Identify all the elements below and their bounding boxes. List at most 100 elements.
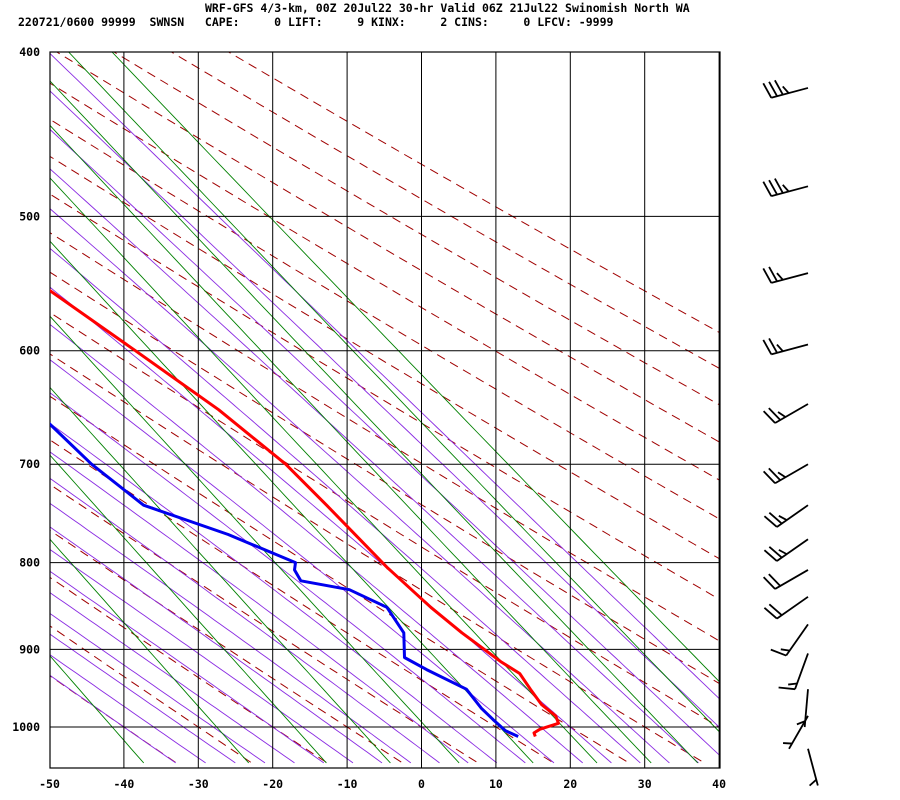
moist-adiabat xyxy=(50,654,206,764)
wind-barb xyxy=(763,596,809,620)
barb-shaft xyxy=(774,569,809,590)
barb-feather xyxy=(770,648,787,657)
wind-barb xyxy=(763,538,809,562)
x-tick-label: 0 xyxy=(418,777,425,791)
barb-feather xyxy=(762,181,773,197)
wind-barb xyxy=(762,266,809,284)
wind-barb xyxy=(796,689,809,728)
dry-adiabat xyxy=(50,155,720,560)
mixing-ratio-line xyxy=(50,315,460,764)
dry-adiabat xyxy=(50,576,328,764)
moist-adiabat xyxy=(50,592,295,764)
dewpoint-profile xyxy=(50,422,519,738)
barb-feather xyxy=(762,339,773,355)
moist-adiabat xyxy=(50,359,555,764)
grid xyxy=(49,51,721,769)
barb-shaft xyxy=(771,87,809,99)
moist-adiabat xyxy=(50,548,354,764)
mixing-ratio-line xyxy=(50,386,391,764)
barb-shaft xyxy=(776,504,809,528)
y-tick-label: 900 xyxy=(19,642,40,656)
barb-feather xyxy=(783,742,793,745)
barb-shaft xyxy=(776,538,809,562)
barb-feather xyxy=(762,82,773,99)
barb-shaft xyxy=(785,623,809,657)
dry-adiabat xyxy=(170,52,720,370)
barb-shaft xyxy=(774,403,809,424)
barb-feather xyxy=(768,81,778,97)
barb-feather xyxy=(808,779,817,787)
dry-adiabat xyxy=(50,439,554,764)
wind-barb xyxy=(762,337,809,356)
mixing-ratio-line xyxy=(50,655,145,764)
wind-barb xyxy=(807,748,819,787)
barb-feather xyxy=(768,603,783,616)
x-tick-label: 20 xyxy=(563,777,577,791)
barb-feather xyxy=(768,266,778,282)
moist-adiabat xyxy=(50,633,236,764)
barb-feather xyxy=(768,407,781,421)
barb-shaft xyxy=(776,596,809,620)
wind-barb xyxy=(762,569,809,590)
barb-feather xyxy=(768,179,778,196)
barb-feather xyxy=(763,515,778,528)
moist-adiabat xyxy=(50,674,176,764)
barb-feather xyxy=(762,470,776,484)
moist-adiabat xyxy=(50,128,720,757)
barb-feather xyxy=(776,272,784,281)
header-title: WRF-GFS 4/3-km, 00Z 20Jul22 30-hr Valid … xyxy=(205,1,690,15)
dry-adiabat xyxy=(50,353,705,764)
y-tick-label: 1000 xyxy=(12,720,40,734)
moist-adiabat xyxy=(50,392,526,764)
barb-shaft xyxy=(771,185,809,198)
barb-shaft xyxy=(771,272,809,284)
barb-feather xyxy=(778,549,788,555)
barb-shaft xyxy=(788,715,809,750)
barb-feather xyxy=(762,576,776,590)
y-tick-label: 500 xyxy=(19,209,40,223)
barb-feather xyxy=(778,515,788,521)
y-tick-label: 400 xyxy=(19,45,40,59)
x-tick-label: -40 xyxy=(114,777,135,791)
wind-barb xyxy=(778,653,809,691)
barb-feather xyxy=(774,79,784,96)
barb-feather xyxy=(780,648,790,652)
moist-adiabat xyxy=(50,422,498,764)
moist-adiabat xyxy=(50,323,583,764)
mixing-ratio-line xyxy=(50,80,699,764)
moist-adiabat xyxy=(50,502,412,764)
x-tick-label: -50 xyxy=(39,777,60,791)
moist-adiabat xyxy=(50,247,641,764)
moist-adiabat xyxy=(50,286,612,764)
moist-adiabat xyxy=(50,570,325,764)
wind-barb xyxy=(783,715,809,750)
wind-barb xyxy=(762,79,809,99)
barb-feather xyxy=(768,546,783,559)
dry-adiabat xyxy=(55,52,720,443)
barb-feather xyxy=(763,549,778,562)
barb-feather xyxy=(777,411,786,418)
x-tick-label: -30 xyxy=(188,777,209,791)
wind-barb xyxy=(762,178,809,198)
wind-barb xyxy=(762,463,809,485)
dry-adiabat xyxy=(50,312,720,729)
barb-feather xyxy=(774,178,784,194)
y-tick-label: 700 xyxy=(19,457,40,471)
dry-adiabat xyxy=(50,395,630,764)
plot-frame xyxy=(49,51,721,769)
x-tick-label: -20 xyxy=(262,777,283,791)
dry-adiabat xyxy=(50,232,720,642)
wind-barb xyxy=(770,623,809,657)
barb-feather xyxy=(788,682,798,686)
mixing-ratio-line xyxy=(50,454,327,764)
wind-barbs xyxy=(762,79,819,787)
barb-feather xyxy=(776,343,784,352)
dry-adiabat xyxy=(50,82,720,482)
mixing-ratio-line xyxy=(50,177,598,764)
mixing-ratio-line xyxy=(50,240,534,764)
mixing-ratio-line xyxy=(50,538,250,764)
barb-feather xyxy=(762,410,776,424)
barb-feather xyxy=(768,337,778,354)
background-lines xyxy=(50,52,720,764)
barb-feather xyxy=(778,686,796,691)
